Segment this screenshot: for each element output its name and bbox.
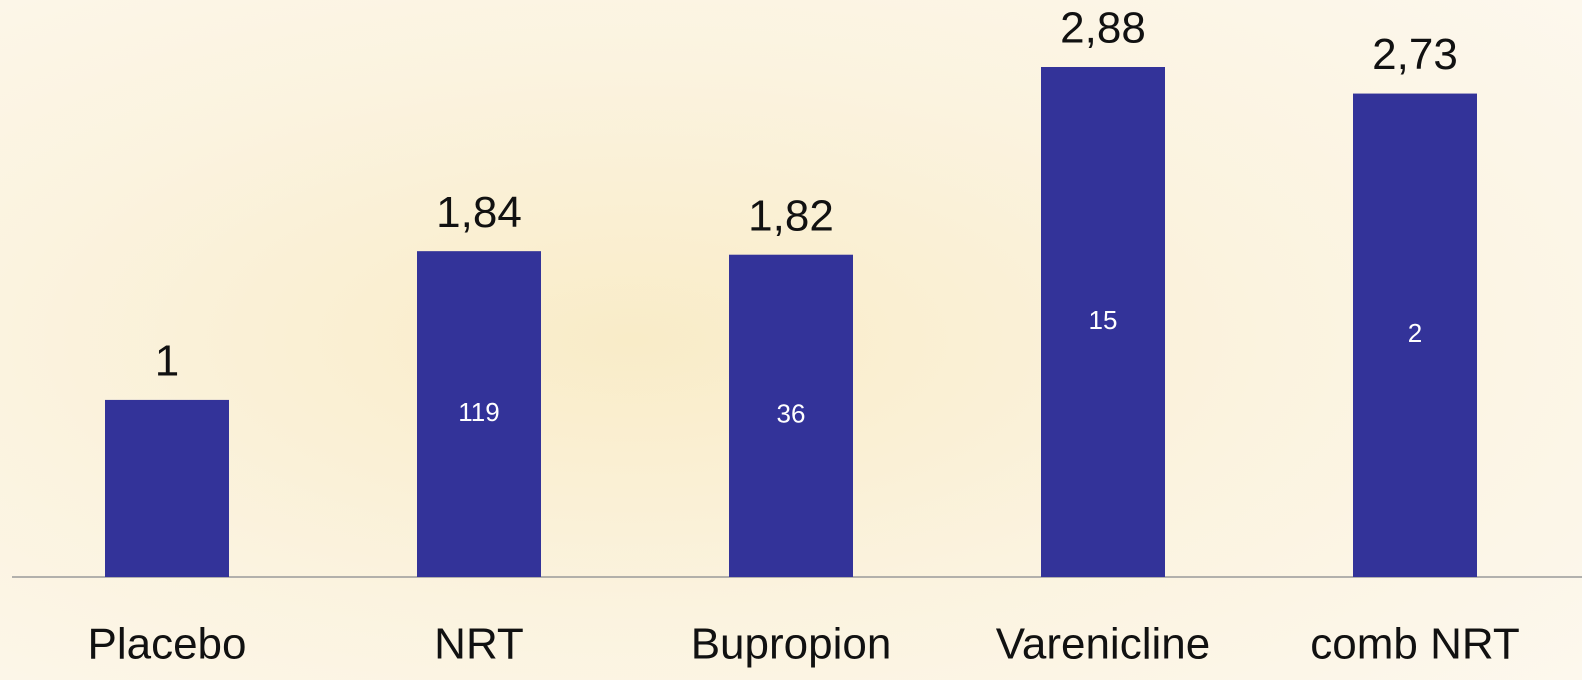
bar [105,400,229,577]
count-label: 15 [1089,305,1118,335]
x-tick-label: NRT [434,620,524,669]
count-label: 119 [458,397,499,427]
value-label: 1,84 [436,188,522,237]
value-label: 1 [155,337,179,386]
x-tick-label: Varenicline [996,620,1210,669]
value-label: 2,73 [1372,30,1458,79]
count-label: 36 [777,399,806,429]
count-label: 2 [1408,318,1422,348]
x-tick-label: Placebo [87,620,246,669]
x-tick-label: comb NRT [1310,620,1519,669]
x-tick-label: Bupropion [691,620,892,669]
chart: 1 Placebo 1,84 119 NRT 1,82 36 Bupropion 2,88 15 V… [0,0,1582,680]
value-label: 1,82 [748,191,834,240]
value-label: 2,88 [1060,4,1146,53]
